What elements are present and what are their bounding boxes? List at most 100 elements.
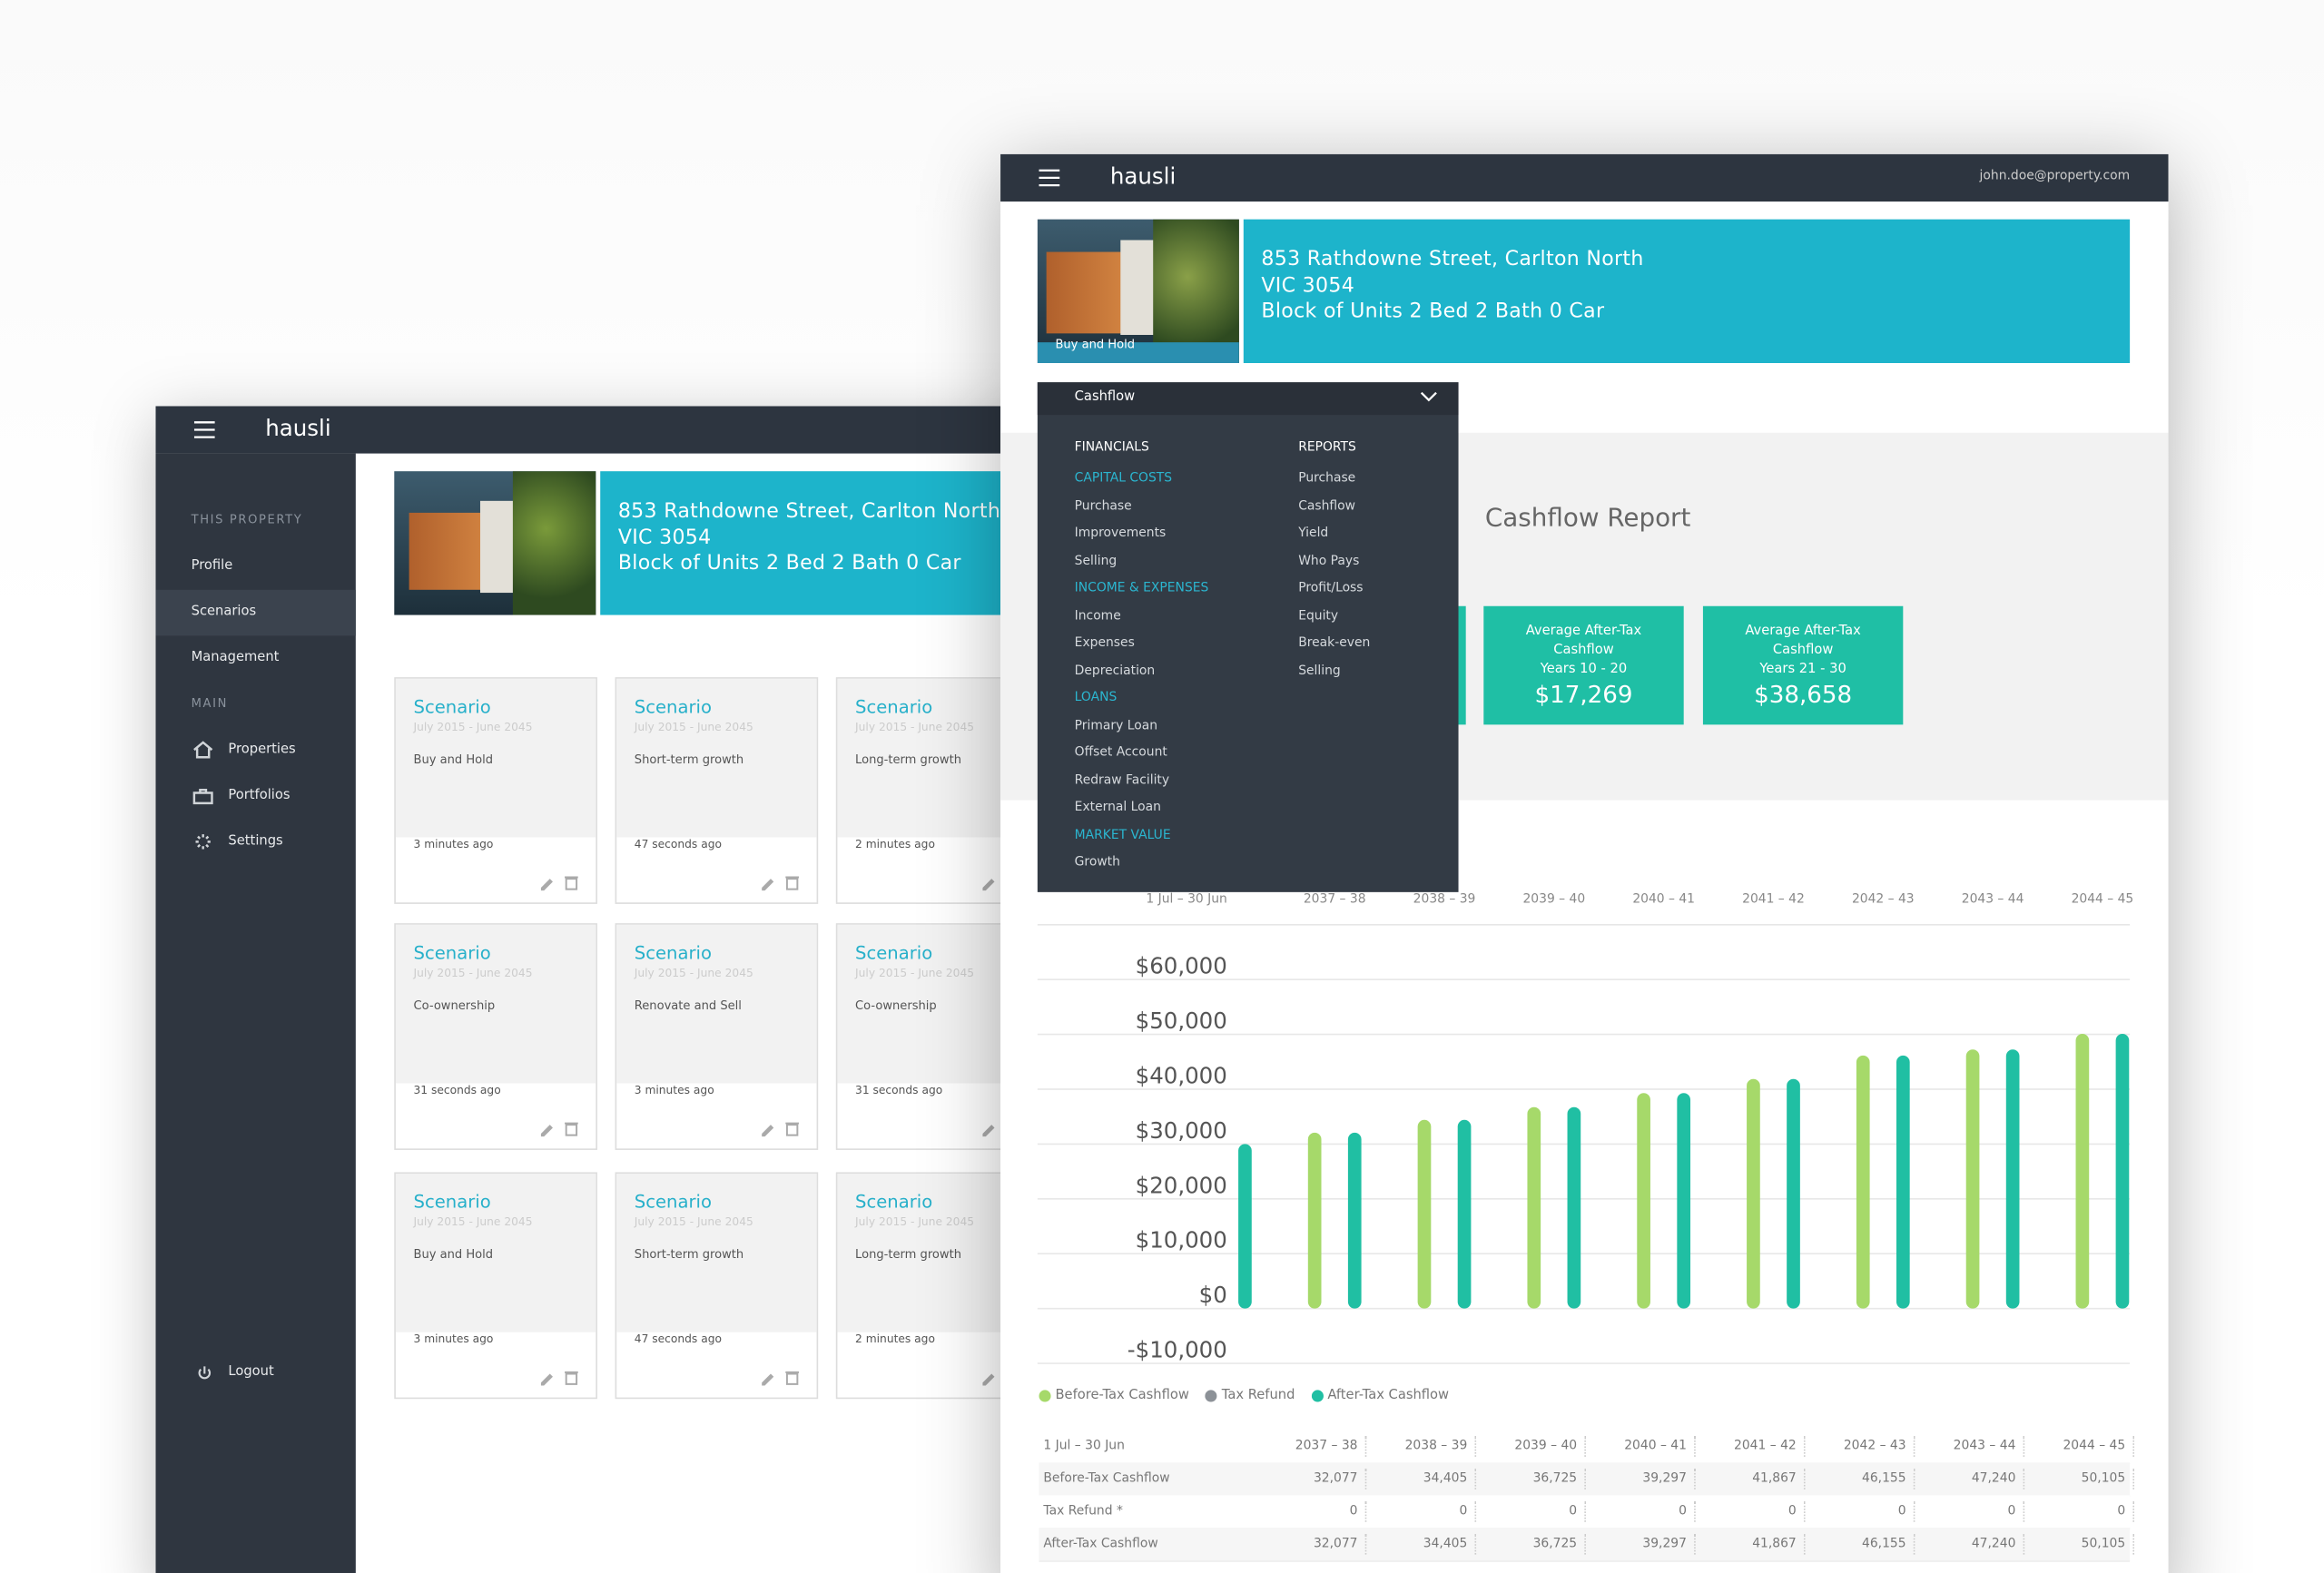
col-separator [1694, 1436, 1696, 1457]
menu-item[interactable]: Purchase [1074, 498, 1132, 514]
card-actions[interactable] [538, 1363, 583, 1386]
card-actions[interactable] [538, 1115, 583, 1137]
card-actions[interactable] [759, 1363, 803, 1386]
scenario-card[interactable]: Scenario July 2015 - June 2045 Buy and Hol… [394, 677, 597, 904]
address-line: VIC 3054 [1261, 273, 1355, 298]
col-separator [1474, 1533, 1477, 1555]
table-row: Tax Refund * 0 0 0 0 0 0 0 0 [1039, 1495, 2135, 1529]
menu-item[interactable]: Growth [1074, 855, 1120, 870]
menu-item[interactable]: Depreciation [1074, 663, 1156, 678]
menu-item[interactable]: Equity [1298, 608, 1339, 624]
menu-icon[interactable] [193, 421, 215, 439]
logout[interactable]: Logout [192, 1363, 340, 1384]
summary-period: Years 10 - 20 [1540, 662, 1628, 678]
edit-delete-icons[interactable] [759, 873, 803, 891]
menu-item[interactable]: Selling [1074, 553, 1118, 569]
card-updated: 47 seconds ago [634, 837, 722, 851]
card-actions[interactable] [538, 869, 583, 891]
menu-item[interactable]: Who Pays [1298, 553, 1360, 569]
card-updated: 2 minutes ago [855, 1332, 935, 1346]
card-updated: 2 minutes ago [855, 837, 935, 851]
cell: 2043 – 44 [1953, 1439, 2016, 1454]
menu-item[interactable]: Improvements [1074, 526, 1167, 541]
address-line: Block of Units 2 Bed 2 Bath 0 Car [617, 551, 961, 575]
report-title: Cashflow Report [1484, 504, 1691, 534]
menu-item[interactable]: Redraw Facility [1074, 772, 1170, 788]
col-separator [1913, 1500, 1915, 1522]
y-tick-label: $60,000 [1136, 953, 1227, 979]
cell: 36,725 [1532, 1471, 1578, 1487]
card-top [395, 678, 596, 838]
menu-item[interactable]: Selling [1298, 663, 1341, 678]
col-separator [1913, 1468, 1915, 1489]
menu-group[interactable]: CAPITAL COSTS [1074, 471, 1173, 487]
menu-item[interactable]: Break-even [1298, 635, 1371, 651]
col-separator [1474, 1500, 1477, 1522]
menu-item[interactable]: Purchase [1298, 471, 1356, 487]
edit-delete-icons[interactable] [538, 873, 583, 891]
sidebar-item[interactable]: Profile [155, 544, 355, 590]
sidebar-item[interactable]: Scenarios [155, 589, 356, 636]
row-label: 1 Jul – 30 Jun [1043, 1439, 1125, 1454]
menu-group[interactable]: INCOME & EXPENSES [1074, 581, 1209, 596]
scenario-card[interactable]: Scenario July 2015 - June 2045 Renovate an… [615, 923, 819, 1150]
y-tick-label: $50,000 [1136, 1008, 1227, 1034]
menu-item[interactable]: Profit/Loss [1298, 581, 1364, 596]
edit-delete-icons[interactable] [538, 1368, 583, 1386]
card-title: Scenario [855, 696, 933, 718]
cashflow-chart: 1 Jul – 30 Jun -$10,000 $0 $10,000 $20,000 $3… [1037, 891, 2133, 1364]
scenario-card[interactable]: Scenario July 2015 - June 2045 Short-term … [615, 1172, 819, 1400]
sidebar-item[interactable]: Portfolios [155, 773, 355, 820]
cell: 46,155 [1862, 1537, 1906, 1552]
menu-item[interactable]: Income [1074, 608, 1121, 624]
menu-item[interactable]: External Loan [1074, 800, 1161, 815]
scenario-card[interactable]: Scenario July 2015 - June 2045 Buy and Hol… [394, 1172, 597, 1400]
sidebar-item[interactable]: Settings [155, 820, 355, 866]
summary-value: $17,269 [1534, 680, 1633, 709]
chevron [1420, 391, 1437, 402]
cell: 34,405 [1423, 1537, 1468, 1552]
menu-icon[interactable] [1039, 169, 1060, 187]
col-separator [1913, 1436, 1915, 1457]
bar [1747, 1078, 1760, 1309]
card-updated: 3 minutes ago [413, 837, 494, 851]
dropdown-header[interactable]: Cashflow [1037, 382, 1459, 416]
user-email[interactable]: john.doe@property.com [1979, 169, 2131, 184]
cell: 2039 – 40 [1514, 1439, 1578, 1454]
col-separator [1364, 1468, 1367, 1489]
cell: 2044 – 45 [2063, 1439, 2126, 1454]
col-separator [1474, 1468, 1477, 1489]
card-actions[interactable] [759, 1115, 803, 1137]
card-name: Co-ownership [855, 998, 937, 1013]
card-name: Renovate and Sell [634, 998, 742, 1013]
edit-delete-icons[interactable] [538, 1119, 583, 1137]
x-tick-label: 2037 – 38 [1304, 891, 1366, 906]
col-separator [2023, 1468, 2025, 1489]
brand: hausli [1109, 162, 1177, 190]
x-tick-label: 2042 – 43 [1852, 891, 1915, 906]
menu-group[interactable]: MARKET VALUE [1074, 827, 1171, 843]
menu-item[interactable]: Primary Loan [1074, 718, 1157, 733]
menu-item[interactable]: Yield [1298, 526, 1329, 541]
card-actions[interactable] [759, 869, 803, 891]
bar [2075, 1033, 2090, 1309]
scenario-card[interactable]: Scenario July 2015 - June 2045 Co-ownershi… [394, 923, 597, 1150]
edit-delete-icons[interactable] [759, 1368, 803, 1386]
menu-item[interactable]: Offset Account [1074, 745, 1167, 761]
edit-delete-icons[interactable] [759, 1119, 803, 1137]
strategy-tag: Buy and Hold [1055, 338, 1136, 351]
scenario-card[interactable]: Scenario July 2015 - June 2045 Short-term … [615, 677, 819, 904]
bar [2115, 1033, 2130, 1309]
menu-item[interactable]: Expenses [1074, 635, 1135, 651]
col-separator [1803, 1533, 1806, 1555]
menu-group[interactable]: LOANS [1074, 690, 1118, 706]
cell: 0 [2007, 1504, 2016, 1519]
col-separator [2023, 1533, 2025, 1555]
sidebar-item[interactable]: Properties [155, 728, 355, 774]
card-period: July 2015 - June 2045 [855, 966, 975, 980]
x-axis-label: 1 Jul – 30 Jun [1146, 891, 1226, 906]
legend-item: Tax Refund [1205, 1389, 1295, 1403]
menu-item[interactable]: Cashflow [1298, 498, 1356, 514]
sidebar-item[interactable]: Management [155, 635, 355, 682]
